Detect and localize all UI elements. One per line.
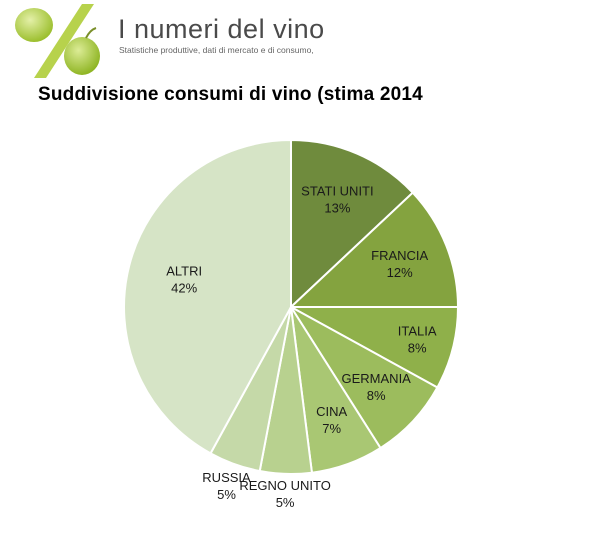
pie-slice-altri xyxy=(123,138,292,455)
site-subtitle: Statistiche produttive, dati di mercato … xyxy=(119,45,314,55)
slice-label-italia: ITALIA 8% xyxy=(398,323,437,355)
site-logo[interactable]: I numeri del vino Statistiche produttive… xyxy=(0,0,324,80)
pie-slice-stati-uniti xyxy=(290,138,415,310)
slice-label-regno-unito: REGNO UNITO 5% xyxy=(239,478,331,510)
slice-label-francia: FRANCIA 12% xyxy=(371,248,428,280)
slice-label-cina: CINA 7% xyxy=(316,404,347,436)
slice-label-stati-uniti: STATI UNITI 13% xyxy=(301,184,373,216)
grape-percent-icon xyxy=(15,4,100,78)
slice-label-germania: GERMANIA 8% xyxy=(342,371,412,403)
chart-title: Suddivisione consumi di vino (stima 2014 xyxy=(38,84,423,105)
site-title: I numeri del vino xyxy=(118,14,325,44)
slice-label-altri: ALTRI 42% xyxy=(166,264,202,296)
slice-label-russia: RUSSIA 5% xyxy=(202,470,251,502)
pie-slice-francia xyxy=(288,191,460,308)
